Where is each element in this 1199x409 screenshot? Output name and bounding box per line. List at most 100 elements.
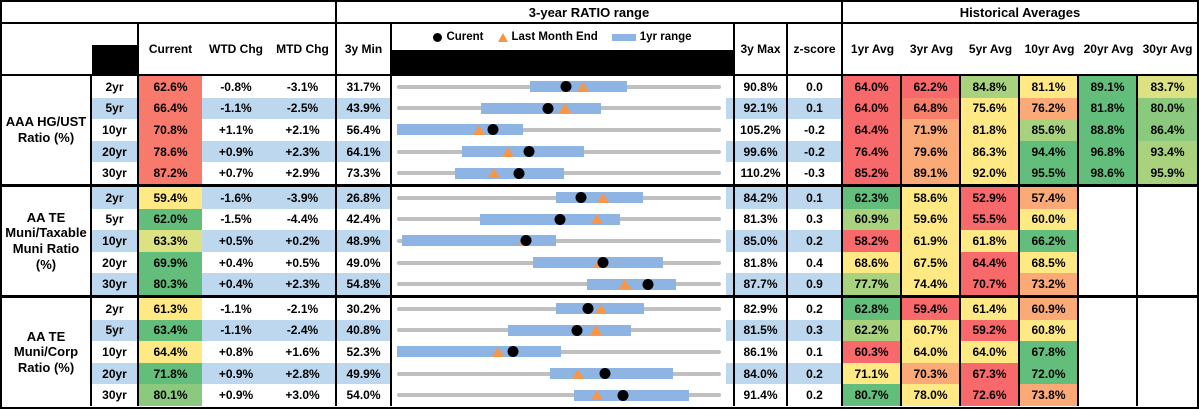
current-value-cell: 64.4% bbox=[139, 341, 202, 363]
avg-cell: 66.2% bbox=[1020, 230, 1079, 252]
wtd-chg-cell: +0.9% bbox=[218, 388, 254, 403]
avg-cell: 73.8% bbox=[1020, 384, 1079, 406]
avg-cell bbox=[1079, 319, 1138, 342]
yr1-range-bar bbox=[402, 235, 556, 247]
range-chart-plot bbox=[392, 319, 726, 342]
tenor-column-header-black-cell bbox=[92, 24, 139, 76]
3y-min-column-header: 3y Min bbox=[337, 24, 392, 76]
range-chart-plot bbox=[392, 384, 726, 406]
wtd-chg-cell: +0.7% bbox=[218, 166, 254, 181]
last-month-end-triangle-icon bbox=[595, 303, 608, 314]
3y-min-cell: 64.1% bbox=[337, 140, 392, 163]
current-value-cell: 62.6% bbox=[139, 76, 202, 98]
3y-max-cell: 85.0% bbox=[735, 230, 788, 252]
avg-cell: 74.4% bbox=[902, 273, 961, 295]
last-month-end-triangle-icon bbox=[597, 192, 610, 203]
table-row: 2yr 61.3% -1.1% -2.1% 30.2% 82.9% 0.2 62.8% 59.4… bbox=[92, 297, 1197, 320]
3y-min-cell: 42.4% bbox=[337, 208, 392, 231]
avg-cell: 77.7% bbox=[843, 273, 902, 295]
z-score-cell: 0.1 bbox=[788, 97, 843, 120]
wtd-chg-cell: -0.8% bbox=[220, 79, 252, 94]
header-row-1: 3-year RATIO range Historical Averages bbox=[2, 2, 1197, 24]
tenor-label: 2yr bbox=[92, 297, 139, 320]
avg-cell: 68.5% bbox=[1020, 251, 1079, 274]
avg-cell: 61.4% bbox=[961, 297, 1020, 320]
3y-max-cell: 87.7% bbox=[735, 273, 788, 295]
wtd-chg-cell: +0.4% bbox=[218, 255, 254, 270]
avg-cell: 89.1% bbox=[902, 162, 961, 184]
5yr-avg-column-header: 5yr Avg bbox=[968, 42, 1013, 56]
avg-cell: 75.6% bbox=[961, 97, 1020, 120]
mtd-chg-cell: -3.9% bbox=[270, 186, 337, 209]
current-value-cell: 63.4% bbox=[139, 319, 202, 342]
avg-cell: 73.2% bbox=[1020, 273, 1079, 295]
avg-cell bbox=[1079, 341, 1138, 363]
3y-max-cell: 84.2% bbox=[735, 186, 788, 209]
mtd-chg-cell: +2.8% bbox=[270, 362, 337, 385]
3y-max-cell: 110.2% bbox=[735, 162, 788, 184]
avg-cell bbox=[1079, 251, 1138, 274]
avg-cell: 81.1% bbox=[1020, 76, 1079, 98]
avg-cell: 85.2% bbox=[843, 162, 902, 184]
3y-max-cell: 81.3% bbox=[735, 208, 788, 231]
avg-cell: 85.6% bbox=[1020, 119, 1079, 141]
header-black-band bbox=[392, 50, 733, 74]
avg-cell: 96.8% bbox=[1079, 140, 1138, 163]
3y-max-cell: 82.9% bbox=[735, 297, 788, 320]
wtd-chg-cell: -1.5% bbox=[220, 212, 252, 227]
avg-cell: 57.4% bbox=[1020, 186, 1079, 209]
legend-last-month-end: Last Month End bbox=[497, 31, 598, 43]
range-chart-cell bbox=[392, 230, 735, 252]
averages-columns-header: 1yr Avg 3yr Avg 5yr Avg 10yr Avg 20yr Av… bbox=[843, 24, 1197, 76]
3y-min-cell: 26.8% bbox=[337, 186, 392, 209]
legend-1yr-range-label: 1yr range bbox=[639, 31, 692, 43]
3y-min-cell: 48.9% bbox=[337, 230, 392, 252]
range-chart-plot bbox=[392, 230, 726, 252]
avg-cell bbox=[1079, 384, 1138, 406]
last-month-end-triangle-icon bbox=[577, 81, 590, 92]
avg-cell bbox=[1079, 208, 1138, 231]
3y-max-cell: 92.1% bbox=[735, 97, 788, 120]
avg-cell: 64.0% bbox=[961, 341, 1020, 363]
range-chart-cell bbox=[392, 251, 735, 274]
last-month-end-triangle-icon bbox=[619, 279, 632, 290]
range-chart-plot bbox=[392, 341, 726, 363]
avg-cell: 67.3% bbox=[961, 362, 1020, 385]
range-track bbox=[397, 393, 721, 398]
3y-max-cell: 99.6% bbox=[735, 140, 788, 163]
legend-last-month-end-label: Last Month End bbox=[511, 31, 598, 43]
3y-min-cell: 31.7% bbox=[337, 76, 392, 98]
mtd-chg-cell: -2.4% bbox=[270, 319, 337, 342]
current-dot-icon bbox=[433, 32, 443, 42]
tenor-label: 5yr bbox=[92, 319, 139, 342]
avg-cell bbox=[1138, 186, 1197, 209]
avg-cell: 59.2% bbox=[961, 319, 1020, 342]
avg-cell: 60.3% bbox=[843, 341, 902, 363]
yr1-range-bar bbox=[397, 346, 561, 358]
ratio-group: AA TE Muni/Corp Ratio (%) 2yr 61.3% -1.1% -2… bbox=[2, 297, 1197, 406]
group-label: AA TE Muni/Taxable Muni Ratio (%) bbox=[2, 186, 92, 295]
range-chart-header: Curent Last Month End 1yr range bbox=[392, 24, 735, 76]
avg-cell: 62.3% bbox=[843, 186, 902, 209]
yr1-range-bar bbox=[481, 102, 602, 114]
table-row: 30yr 80.3% +0.4% +2.3% 54.8% 87.7% 0.9 77.7% 74.… bbox=[92, 273, 1197, 295]
z-score-cell: -0.2 bbox=[788, 140, 843, 163]
table-row: 10yr 70.8% +1.1% +2.1% 56.4% 105.2% -0.2 64.4% 7… bbox=[92, 119, 1197, 141]
avg-cell bbox=[1079, 186, 1138, 209]
last-month-end-triangle-icon bbox=[559, 103, 572, 114]
avg-cell: 52.9% bbox=[961, 186, 1020, 209]
z-score-cell: 0.4 bbox=[788, 251, 843, 274]
avg-cell: 64.0% bbox=[843, 97, 902, 120]
current-dot-icon bbox=[520, 235, 532, 247]
chart-legend: Curent Last Month End 1yr range bbox=[392, 24, 733, 50]
avg-cell bbox=[1138, 297, 1197, 320]
avg-cell: 64.4% bbox=[843, 119, 902, 141]
wtd-chg-cell: -1.6% bbox=[220, 190, 252, 205]
range-chart-cell bbox=[392, 297, 735, 320]
avg-cell: 55.5% bbox=[961, 208, 1020, 231]
wtd-chg-cell: -1.1% bbox=[220, 301, 252, 316]
avg-cell bbox=[1138, 208, 1197, 231]
current-column-header: Current bbox=[148, 42, 193, 56]
yr1-range-bar bbox=[454, 167, 564, 179]
avg-cell: 72.0% bbox=[1020, 362, 1079, 385]
